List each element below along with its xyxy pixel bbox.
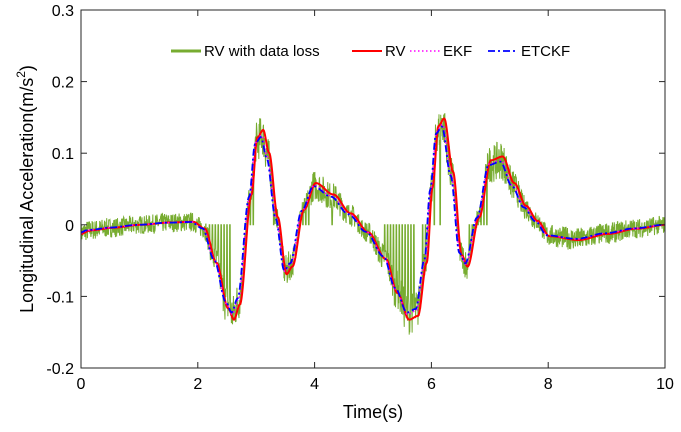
legend-label: RV — [385, 43, 406, 60]
plot-background — [81, 10, 665, 368]
legend: RV with data loss RV EKF ETCKF — [171, 43, 570, 60]
x-tick-label: 0 — [77, 376, 86, 393]
x-tick-label: 4 — [310, 376, 319, 393]
x-tick-label: 6 — [427, 376, 436, 393]
y-tick-label: 0.3 — [52, 3, 74, 20]
y-tick-label: 0.2 — [52, 75, 74, 92]
y-axis-title-close: ) — [17, 65, 37, 71]
legend-label: RV with data loss — [204, 43, 320, 60]
x-tick-label: 2 — [193, 376, 202, 393]
y-axis-title: Longitudinal Acceleration(m/s2) — [14, 65, 37, 313]
series-layer — [80, 113, 666, 335]
y-tick-label: -0.2 — [46, 361, 74, 378]
ticks-layer: 0 2 4 6 8 10 -0.2 -0.1 0 0.1 0.2 0.3 — [46, 3, 674, 393]
y-axis-title-main: Longitudinal Acceleration(m/s — [17, 78, 37, 313]
x-tick-label: 10 — [656, 376, 674, 393]
x-axis-title: Time(s) — [343, 402, 403, 422]
y-tick-label: -0.1 — [46, 289, 74, 306]
plot-frame — [80, 9, 666, 369]
y-tick-label: 0.1 — [52, 146, 74, 163]
legend-label: EKF — [443, 43, 472, 60]
y-axis-title-superscript: 2 — [14, 71, 28, 78]
legend-label: ETCKF — [521, 43, 570, 60]
x-tick-label: 8 — [544, 376, 553, 393]
series-line-etckf — [80, 125, 665, 314]
y-tick-label: 0 — [65, 218, 74, 235]
